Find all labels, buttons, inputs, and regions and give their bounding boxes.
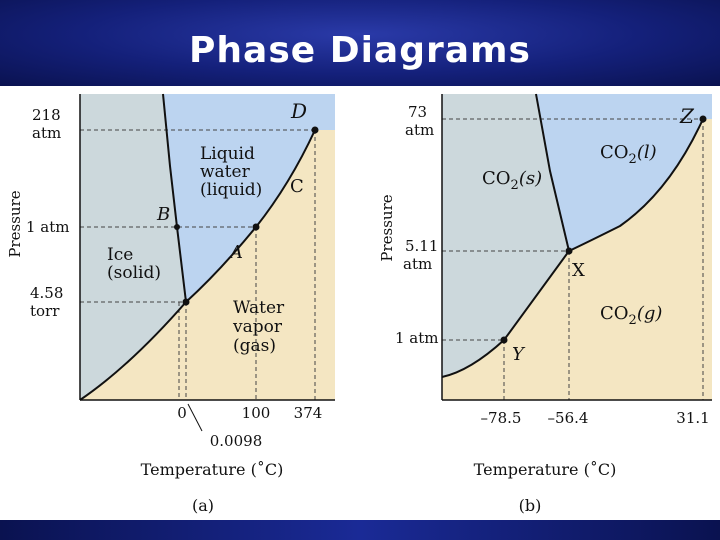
panel-b-label-z: Z <box>679 104 695 128</box>
panel-a-liquid-label-3: (liquid) <box>200 180 262 200</box>
panel-a-triple-pointer <box>187 403 203 432</box>
panel-a-gas-label-3: (gas) <box>233 336 276 356</box>
panel-b-caption: (b) <box>519 496 542 515</box>
panel-a-label-a: A <box>228 242 243 263</box>
panel-b-ytick-511: 5.11 <box>405 237 438 255</box>
panel-a-xtick-374: 374 <box>294 404 323 422</box>
panel-a-xtick-100: 100 <box>242 404 271 422</box>
title-bar <box>0 0 720 86</box>
panel-b-xtick-564: –56.4 <box>548 409 589 427</box>
panel-b-ytick-73: 73 <box>408 103 427 121</box>
panel-a-solid-label-2: (solid) <box>107 263 161 283</box>
panel-a-liquid-label-2: water <box>200 162 251 182</box>
panel-a-ytick-218: 218 <box>32 106 61 124</box>
panel-b-label-x: X <box>572 260 585 281</box>
panel-a-solid-region <box>80 94 186 400</box>
panel-a-point-a <box>252 223 260 231</box>
panel-b-fusion-curve <box>535 93 570 252</box>
bottom-bar <box>0 520 720 540</box>
panel-a-y-axis-label: Pressure <box>6 190 24 257</box>
panel-a-caption: (a) <box>192 496 214 515</box>
panel-a-solid-label-1: Ice <box>107 245 133 265</box>
phase-diagrams-figure: D C A B Liquid water (liquid) Ice (solid… <box>6 93 712 515</box>
panel-b-solid-label: CO2(s) <box>482 168 542 193</box>
panel-b-guide-lines <box>442 118 704 400</box>
panel-b-ytick-511-unit: atm <box>403 255 432 273</box>
panel-a-fusion-curve <box>162 93 187 303</box>
panel-b-x-axis-label: Temperature (˚C) <box>474 460 617 479</box>
panel-a-liquid-label-1: Liquid <box>200 144 255 164</box>
panel-a-ytick-458: 4.58 <box>30 284 63 302</box>
panel-a-xtick-0: 0 <box>177 404 187 422</box>
panel-b-xtick-311: 31.1 <box>676 409 709 427</box>
slide-title: Phase Diagrams <box>189 30 531 71</box>
panel-a-triple-point-label: 0.0098 <box>210 432 263 450</box>
panel-a-gas-label-1: Water <box>233 298 285 318</box>
panel-a-ytick-1atm: 1 atm <box>26 218 70 236</box>
panel-a-label-c: C <box>290 176 304 197</box>
panel-b-y-axis-label: Pressure <box>378 194 396 261</box>
panel-a-label-b: B <box>156 204 170 225</box>
panel-a-ytick-458-unit: torr <box>30 302 60 320</box>
panel-b-xtick-785: –78.5 <box>481 409 522 427</box>
panel-b-point-z <box>699 115 707 123</box>
panel-b-liquid-label: CO2(l) <box>600 142 657 167</box>
panel-b-ytick-1atm: 1 atm <box>395 329 439 347</box>
panel-a-guide-lines <box>80 129 316 400</box>
panel-a-x-axis-label: Temperature (˚C) <box>141 460 284 479</box>
panel-a-sublimation-curve <box>79 301 187 401</box>
panel-a: D C A B Liquid water (liquid) Ice (solid… <box>6 93 335 515</box>
panel-a-triple-point <box>182 298 190 306</box>
panel-a-ytick-218-unit: atm <box>32 124 61 142</box>
panel-b-solid-region <box>442 94 569 377</box>
panel-b-gas-label: CO2(g) <box>600 303 662 328</box>
panel-a-gas-label-2: vapor <box>232 317 283 337</box>
panel-b-vaporization-curve <box>568 118 704 252</box>
panel-a-point-d <box>311 126 319 134</box>
panel-a-label-d: D <box>290 99 307 123</box>
panel-a-point-b <box>174 224 180 230</box>
panel-a-liquid-region <box>163 94 335 302</box>
panel-b-point-x <box>565 247 573 255</box>
panel-b-point-y <box>500 336 508 344</box>
panel-b: Z X Y CO2(s) CO2(l) CO2(g) 73 atm 5.11 a… <box>378 93 712 515</box>
panel-b-liquid-region <box>536 94 712 251</box>
panel-b-label-y: Y <box>512 344 526 365</box>
panel-b-ytick-73-unit: atm <box>405 121 434 139</box>
